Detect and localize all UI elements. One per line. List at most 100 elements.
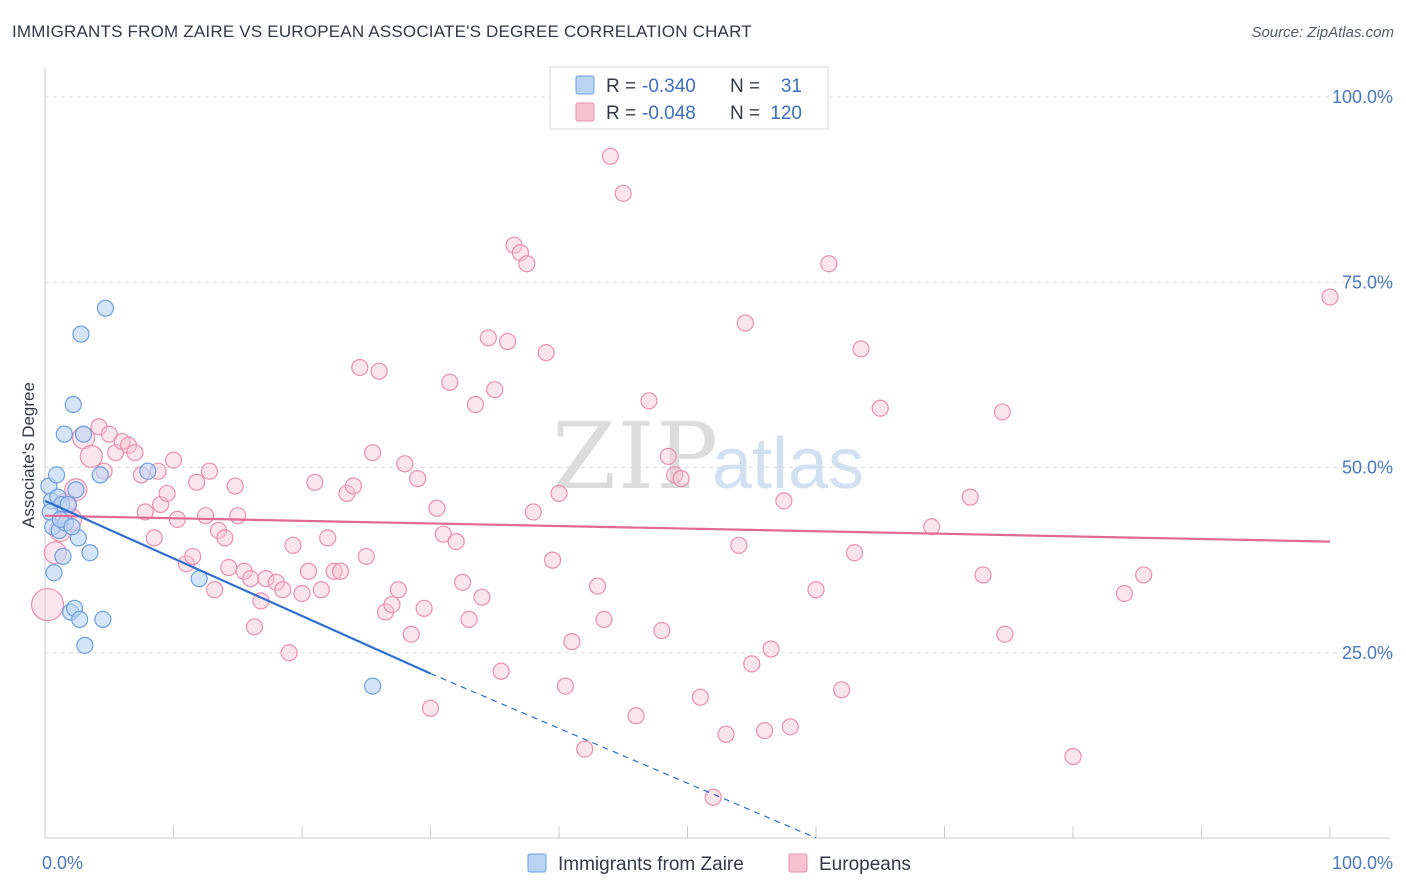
- point-europeans-89: [614, 184, 632, 202]
- point-europeans-26: [197, 507, 215, 525]
- point-europeans-64: [428, 499, 446, 517]
- legend-r-label-zaire: R =: [606, 76, 636, 97]
- point-europeans-0: [30, 587, 65, 622]
- point-europeans-102: [755, 721, 774, 740]
- point-europeans-33: [229, 507, 247, 525]
- point-europeans-41: [280, 644, 298, 662]
- axes: [44, 68, 1390, 839]
- y-tick-label-2: 75.0%: [1342, 272, 1393, 292]
- point-europeans-80: [537, 344, 555, 362]
- point-europeans-105: [781, 718, 799, 736]
- point-europeans-28: [206, 581, 224, 599]
- point-europeans-42: [284, 536, 302, 554]
- y-tick-label-3: 100.0%: [1332, 87, 1393, 107]
- point-zaire-3: [45, 564, 63, 582]
- point-europeans-112: [923, 518, 941, 536]
- point-europeans-27: [200, 462, 219, 480]
- point-europeans-52: [351, 358, 369, 377]
- point-europeans-25: [188, 473, 206, 491]
- point-europeans-106: [807, 581, 825, 599]
- point-europeans-107: [820, 255, 838, 273]
- point-europeans-108: [833, 681, 851, 699]
- point-europeans-20: [158, 484, 176, 503]
- point-zaire-13: [64, 395, 82, 414]
- legend-n-label-zaire: N =: [730, 76, 760, 97]
- legend-r-label-europeans: R =: [606, 103, 636, 124]
- series-legend: Immigrants from Zaire Europeans: [527, 853, 911, 875]
- point-europeans-24: [184, 547, 202, 566]
- point-europeans-98: [717, 725, 735, 743]
- point-europeans-115: [993, 403, 1011, 421]
- point-zaire-23: [94, 610, 112, 629]
- point-europeans-67: [447, 532, 465, 551]
- point-zaire-17: [71, 610, 89, 629]
- y-tick-label-1: 50.0%: [1342, 458, 1393, 478]
- point-europeans-31: [220, 558, 238, 577]
- point-zaire-21: [81, 544, 99, 562]
- source-label: Source: ZipAtlas.com: [1251, 24, 1394, 41]
- point-europeans-57: [383, 595, 401, 614]
- tick-labels: 25.0% 50.0% 75.0% 100.0% 0.0% 100.0%: [42, 87, 1393, 873]
- point-europeans-36: [245, 618, 264, 636]
- point-europeans-51: [344, 477, 362, 495]
- point-europeans-46: [312, 581, 330, 599]
- trend-line-zaire-extension: [430, 672, 817, 839]
- point-europeans-45: [306, 473, 324, 491]
- point-europeans-78: [518, 255, 536, 273]
- point-europeans-58: [389, 581, 407, 599]
- trend-lines: [44, 499, 1331, 839]
- y-tick-label-0: 25.0%: [1342, 643, 1393, 663]
- watermark-zip: ZIP: [552, 403, 720, 510]
- point-zaire-18: [72, 325, 90, 343]
- y-axis-label: Associate's Degree: [19, 382, 38, 528]
- legend-n-value-zaire: 31: [781, 76, 802, 97]
- trend-line-zaire: [44, 499, 431, 675]
- point-europeans-69: [460, 610, 478, 629]
- point-europeans-30: [216, 529, 234, 547]
- trend-line-europeans: [44, 514, 1331, 543]
- point-europeans-83: [556, 677, 575, 695]
- point-europeans-81: [543, 551, 562, 569]
- stats-legend-box: [549, 66, 829, 130]
- point-europeans-91: [640, 392, 658, 410]
- point-europeans-104: [775, 492, 793, 510]
- legend-n-label-europeans: N =: [730, 103, 760, 124]
- point-europeans-55: [370, 362, 388, 380]
- chart-title: IMMIGRANTS FROM ZAIRE VS EUROPEAN ASSOCI…: [12, 22, 752, 41]
- point-europeans-17: [145, 529, 163, 547]
- legend-swatch-zaire: [575, 75, 595, 95]
- point-zaire-4: [47, 466, 66, 484]
- point-zaire-8: [54, 547, 72, 566]
- point-europeans-90: [627, 707, 645, 725]
- point-europeans-21: [164, 451, 183, 469]
- point-europeans-86: [588, 577, 607, 595]
- point-europeans-75: [499, 332, 517, 351]
- point-europeans-63: [421, 699, 440, 717]
- point-europeans-100: [736, 314, 754, 332]
- bottom-legend-swatch-europeans: [788, 853, 808, 873]
- point-zaire-15: [67, 481, 85, 499]
- point-zaire-19: [74, 425, 93, 443]
- point-europeans-43: [293, 584, 311, 603]
- point-europeans-114: [974, 566, 992, 584]
- point-europeans-113: [961, 488, 979, 506]
- stats-legend: R = -0.340 N = 31 R = -0.048 N = 120: [549, 66, 829, 130]
- point-zaire-27: [364, 677, 382, 695]
- point-europeans-7: [79, 444, 103, 468]
- point-europeans-16: [136, 503, 154, 521]
- legend-r-value-europeans: -0.048: [642, 103, 696, 124]
- point-europeans-103: [762, 640, 780, 658]
- point-zaire-24: [96, 299, 114, 317]
- point-europeans-93: [659, 447, 677, 465]
- point-europeans-53: [357, 547, 375, 566]
- point-europeans-59: [396, 455, 414, 473]
- x-tick-label-1: 100.0%: [1332, 853, 1393, 873]
- point-europeans-62: [415, 599, 433, 617]
- point-europeans-96: [691, 688, 709, 706]
- point-zaire-25: [139, 462, 157, 480]
- point-europeans-70: [466, 395, 485, 414]
- point-europeans-118: [1115, 584, 1134, 603]
- point-europeans-97: [704, 788, 722, 806]
- point-europeans-74: [492, 662, 510, 680]
- legend-r-value-zaire: -0.340: [642, 76, 696, 97]
